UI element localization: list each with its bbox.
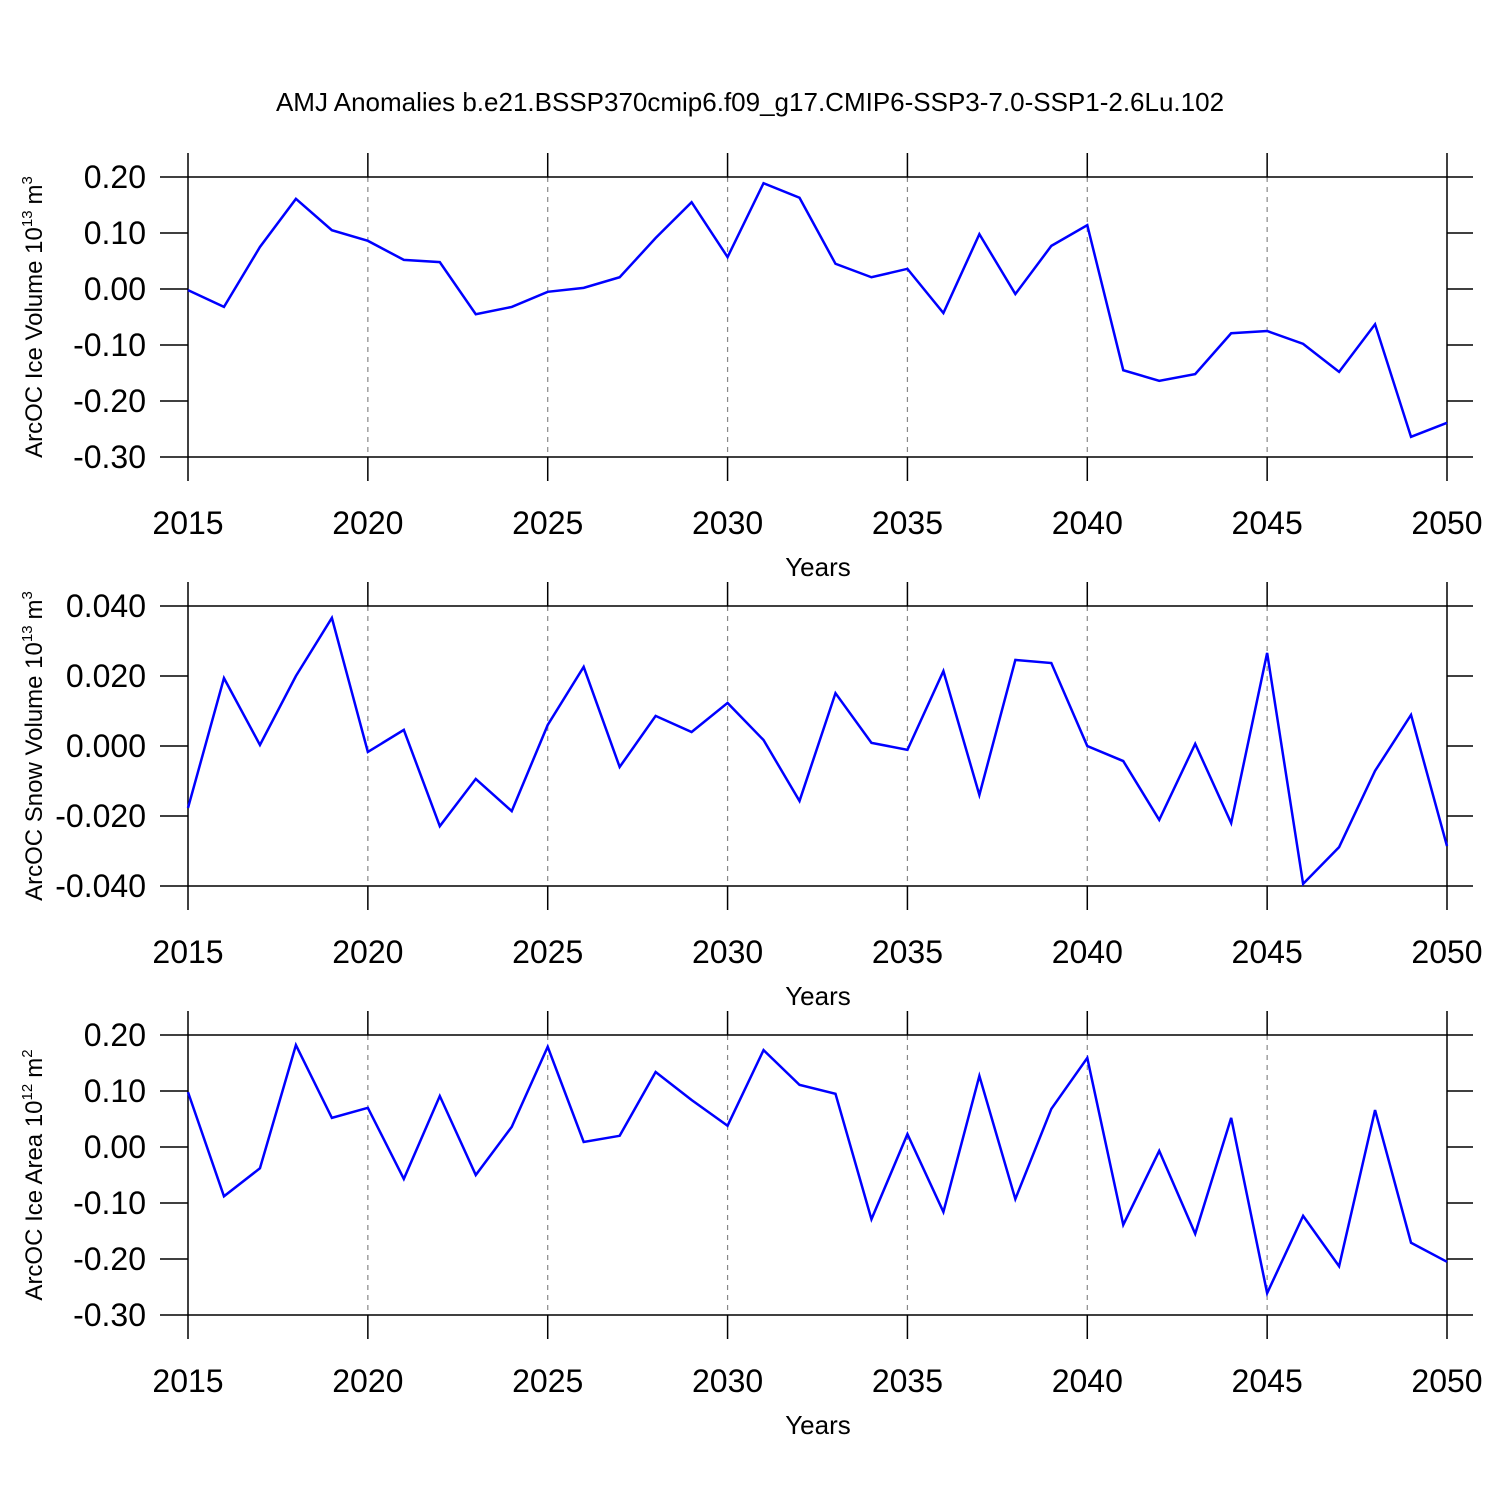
y-tick-label: 0.10 bbox=[84, 215, 146, 251]
x-tick-label: 2025 bbox=[512, 505, 583, 541]
x-tick-label: 2030 bbox=[692, 934, 763, 970]
y-axis-label: ArcOC Snow Volume 1013 m3 bbox=[19, 591, 48, 901]
exponent: 2 bbox=[19, 1049, 36, 1057]
y-tick-label: 0.20 bbox=[84, 159, 146, 195]
y-tick-label: 0.000 bbox=[66, 728, 146, 764]
x-tick-label: 2035 bbox=[872, 934, 943, 970]
exponent: 12 bbox=[19, 1084, 36, 1101]
x-tick-label: 2045 bbox=[1232, 934, 1303, 970]
x-tick-label: 2045 bbox=[1232, 1363, 1303, 1399]
y-tick-label: -0.10 bbox=[73, 1185, 146, 1221]
x-tick-label: 2015 bbox=[152, 1363, 223, 1399]
plot-frame bbox=[187, 176, 1448, 458]
y-tick-label: -0.10 bbox=[73, 327, 146, 363]
x-tick-label: 2035 bbox=[872, 1363, 943, 1399]
exponent: 3 bbox=[19, 591, 36, 599]
y-tick-label: -0.30 bbox=[73, 1297, 146, 1333]
plot-frame bbox=[187, 605, 1448, 887]
y-tick-label: -0.20 bbox=[73, 1241, 146, 1277]
x-tick-label: 2035 bbox=[872, 505, 943, 541]
x-tick-label: 2020 bbox=[332, 1363, 403, 1399]
data-line bbox=[186, 1041, 1448, 1298]
chart-title: AMJ Anomalies b.e21.BSSP370cmip6.f09_g17… bbox=[276, 87, 1224, 117]
x-tick-label: 2040 bbox=[1052, 1363, 1123, 1399]
x-tick-label: 2025 bbox=[512, 1363, 583, 1399]
y-tick-label: -0.040 bbox=[55, 868, 146, 904]
panel: 2015 2020 2025 2030 2035 2040 2045 2050 -0.040 -0… bbox=[19, 582, 1483, 1011]
exponent: 3 bbox=[19, 176, 36, 184]
panel: AMJ Anomalies b.e21.BSSP370cmip6.f09_g17… bbox=[19, 87, 1483, 582]
y-tick-label: 0.020 bbox=[66, 658, 146, 694]
label-text: m bbox=[21, 184, 48, 204]
label-text: ArcOC Ice Volume 10 bbox=[21, 227, 48, 458]
y-tick-label: 0.040 bbox=[66, 588, 146, 624]
data-line bbox=[187, 181, 1448, 439]
x-axis-label: Years bbox=[785, 552, 851, 582]
y-tick-label: -0.20 bbox=[73, 383, 146, 419]
x-tick-label: 2030 bbox=[692, 1363, 763, 1399]
label-text: ArcOC Snow Volume 10 bbox=[21, 642, 48, 901]
y-axis-label: ArcOC Ice Area 1012 m2 bbox=[19, 1049, 48, 1300]
y-tick-label: 0.20 bbox=[84, 1017, 146, 1053]
y-tick-label: -0.020 bbox=[55, 798, 146, 834]
x-tick-label: 2025 bbox=[512, 934, 583, 970]
x-tick-label: 2050 bbox=[1411, 1363, 1482, 1399]
x-tick-label: 2015 bbox=[152, 934, 223, 970]
x-axis-label: Years bbox=[785, 1410, 851, 1440]
x-axis-label: Years bbox=[785, 981, 851, 1011]
x-tick-label: 2020 bbox=[332, 934, 403, 970]
y-tick-label: 0.00 bbox=[84, 1129, 146, 1165]
x-tick-label: 2050 bbox=[1411, 505, 1482, 541]
y-tick-label: 0.10 bbox=[84, 1073, 146, 1109]
y-axis-label: ArcOC Ice Volume 1013 m3 bbox=[19, 176, 48, 458]
label-text: ArcOC Ice Area 10 bbox=[21, 1100, 48, 1300]
panel: 2015 2020 2025 2030 2035 2040 2045 2050 -0.30 -0.… bbox=[19, 1011, 1483, 1440]
label-text: m bbox=[21, 1058, 48, 1078]
y-tick-label: 0.00 bbox=[84, 271, 146, 307]
plot-frame bbox=[187, 1034, 1448, 1316]
exponent: 13 bbox=[19, 210, 36, 227]
y-tick-label: -0.30 bbox=[73, 439, 146, 475]
x-tick-label: 2015 bbox=[152, 505, 223, 541]
exponent: 13 bbox=[19, 625, 36, 642]
x-tick-label: 2030 bbox=[692, 505, 763, 541]
x-tick-label: 2040 bbox=[1052, 505, 1123, 541]
x-tick-label: 2045 bbox=[1232, 505, 1303, 541]
data-line bbox=[186, 614, 1449, 887]
x-tick-label: 2050 bbox=[1411, 934, 1482, 970]
label-text: m bbox=[21, 599, 48, 619]
x-tick-label: 2040 bbox=[1052, 934, 1123, 970]
x-tick-label: 2020 bbox=[332, 505, 403, 541]
